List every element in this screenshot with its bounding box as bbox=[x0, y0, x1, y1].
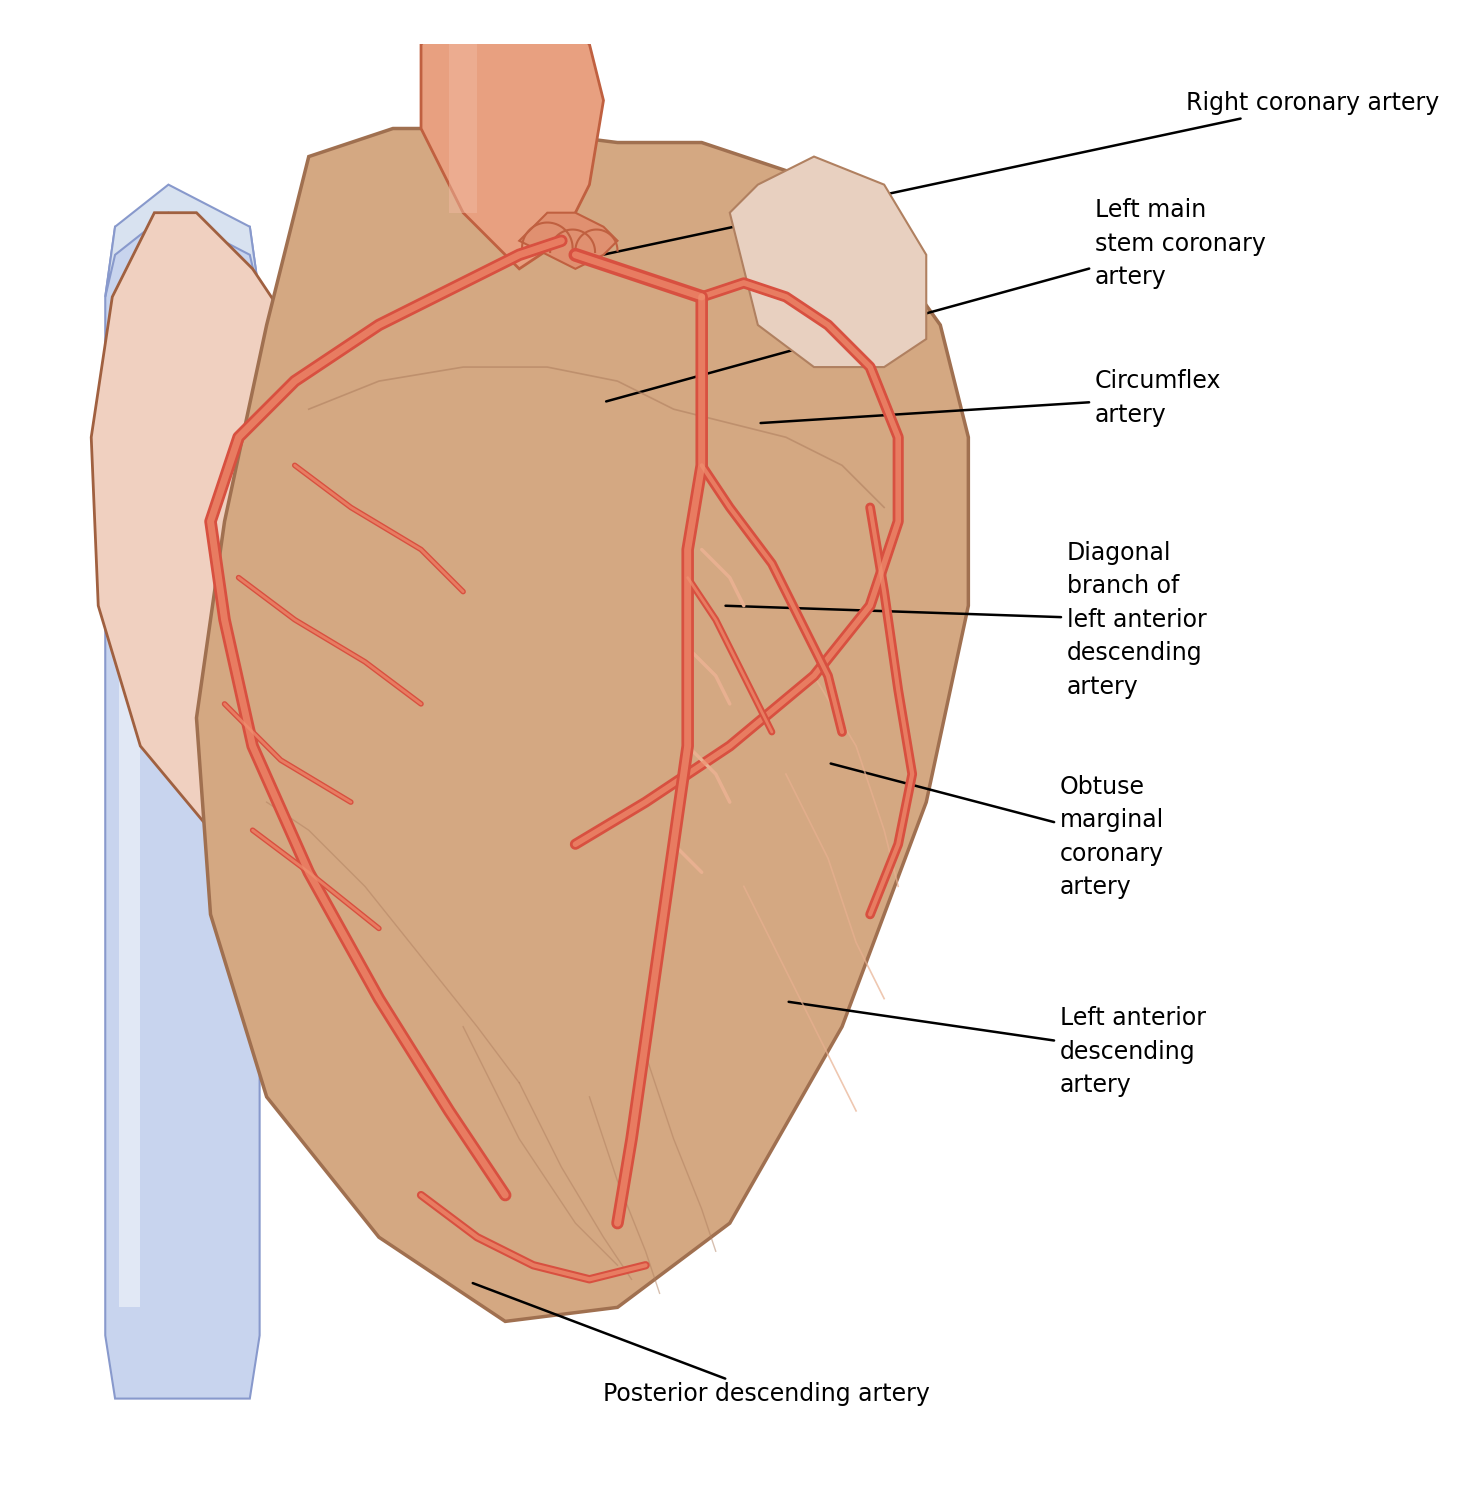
Polygon shape bbox=[120, 325, 141, 1307]
Polygon shape bbox=[729, 157, 926, 367]
Polygon shape bbox=[422, 1, 603, 269]
Polygon shape bbox=[105, 185, 260, 297]
Text: Right coronary artery: Right coronary artery bbox=[592, 91, 1439, 257]
Polygon shape bbox=[519, 213, 618, 269]
Polygon shape bbox=[92, 213, 379, 830]
Polygon shape bbox=[450, 30, 478, 213]
Text: Posterior descending artery: Posterior descending artery bbox=[473, 1283, 930, 1407]
Text: Obtuse
marginal
coronary
artery: Obtuse marginal coronary artery bbox=[831, 764, 1164, 900]
Polygon shape bbox=[197, 128, 969, 1322]
Polygon shape bbox=[105, 227, 260, 1398]
Text: Left main
stem coronary
artery: Left main stem coronary artery bbox=[606, 198, 1266, 401]
Text: Diagonal
branch of
left anterior
descending
artery: Diagonal branch of left anterior descend… bbox=[726, 540, 1207, 698]
Text: Left anterior
descending
artery: Left anterior descending artery bbox=[788, 1001, 1205, 1098]
Text: Circumflex
artery: Circumflex artery bbox=[760, 369, 1222, 427]
